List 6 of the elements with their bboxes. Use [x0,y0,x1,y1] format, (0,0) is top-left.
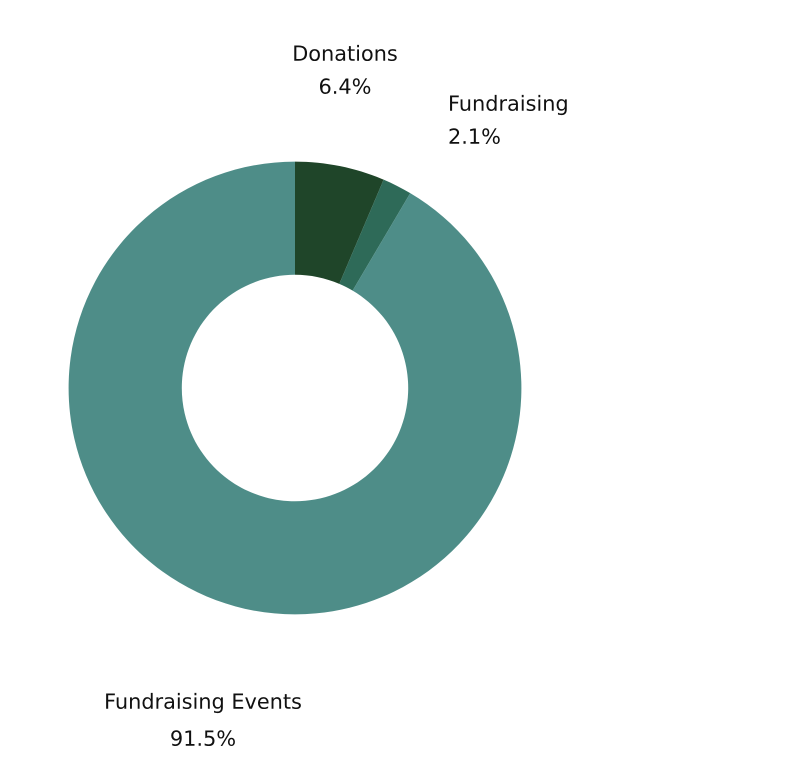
slice-label: Fundraising [450,94,567,116]
data-label: 6.4% [320,78,370,94]
data-label: 2.1% [450,128,500,144]
data-label: 91.5% [171,730,235,746]
slice-label: Fundraising Events [106,692,301,714]
slice-label: Donations [294,44,397,62]
